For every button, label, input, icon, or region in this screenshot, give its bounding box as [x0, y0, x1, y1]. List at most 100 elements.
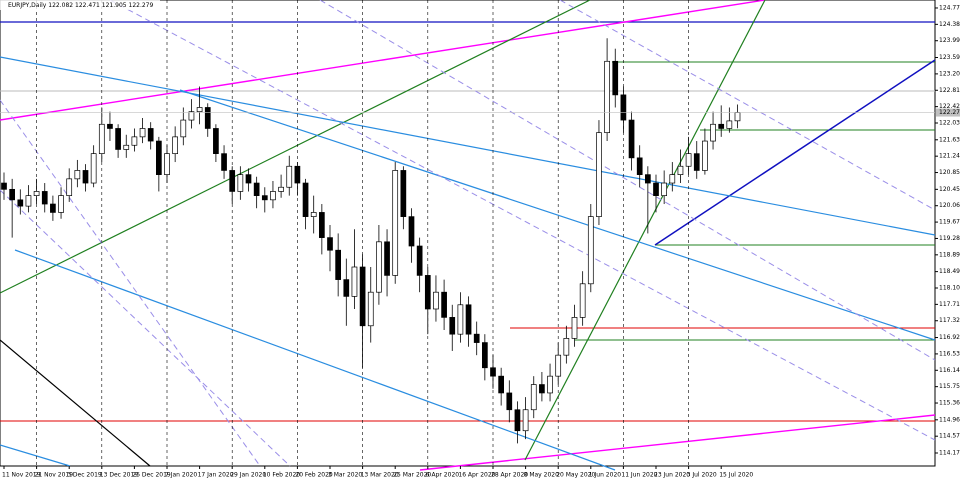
- candle-body: [221, 153, 227, 171]
- candle-body: [644, 174, 651, 184]
- y-tick-label: 121.240: [939, 153, 960, 160]
- x-tick-label: 13 Dec 2019: [100, 472, 139, 479]
- candle-body: [441, 291, 447, 318]
- candle-body: [204, 107, 211, 129]
- candle-body: [555, 354, 562, 377]
- close: 122.279: [129, 2, 154, 9]
- dashed-channel: [0, 189, 291, 467]
- candle-body: [367, 291, 374, 327]
- candle-body: [172, 136, 178, 155]
- y-tick-label: 123.200: [939, 70, 960, 77]
- x-tick-label: 21 Nov 2019: [35, 472, 74, 479]
- candle-body: [702, 140, 708, 171]
- candle-body: [335, 249, 341, 280]
- candle-body: [180, 119, 187, 138]
- candle-body: [596, 132, 602, 217]
- candle-body: [164, 153, 170, 175]
- candle-body: [604, 60, 610, 134]
- title-bg: [0, 0, 160, 10]
- y-tick-label: 118.100: [939, 284, 960, 291]
- x-tick-label: 3 Mar 2020: [328, 472, 362, 479]
- candle-body: [294, 165, 301, 184]
- candle-body: [653, 182, 659, 196]
- candle-body: [433, 291, 439, 310]
- y-tick-label: 117.320: [939, 317, 960, 324]
- low: 121.905: [102, 2, 127, 9]
- candle-body: [661, 182, 668, 196]
- x-tick-label: 25 Dec 2019: [132, 472, 171, 479]
- candle-body: [384, 241, 390, 276]
- y-tick-label: 114.570: [939, 433, 960, 440]
- candle-body: [261, 195, 268, 201]
- candle-body: [522, 409, 529, 432]
- candle-body: [302, 182, 309, 217]
- trend-line: [0, 339, 151, 467]
- candle-body: [408, 216, 415, 247]
- candle-body: [270, 191, 276, 201]
- candle-body: [457, 304, 464, 335]
- y-tick-label: 117.710: [939, 301, 960, 308]
- open: 122.082: [48, 2, 73, 9]
- candle-body: [147, 128, 154, 142]
- candle-body: [571, 317, 578, 339]
- candle-body: [253, 182, 260, 196]
- trend-line: [0, 0, 591, 294]
- x-tick-label: 20 Feb 2020: [295, 472, 333, 479]
- candle-body: [628, 119, 635, 159]
- candle-body: [33, 191, 40, 196]
- candle-body: [82, 170, 89, 184]
- y-tick-label: 116.140: [939, 367, 960, 374]
- price-tag: [936, 108, 960, 117]
- candle-body: [579, 283, 586, 318]
- y-tick-label: 119.280: [939, 235, 960, 242]
- candle-body: [98, 123, 105, 155]
- candle-body: [343, 279, 350, 297]
- candle-body: [677, 165, 684, 175]
- candle-body: [400, 170, 407, 217]
- x-tick-label: 3 Jul 2020: [687, 472, 717, 479]
- y-tick-label: 122.420: [939, 103, 960, 110]
- candle-body: [58, 195, 64, 213]
- candle-body: [107, 123, 113, 129]
- plot-area: [0, 0, 936, 467]
- candle-body: [123, 144, 130, 150]
- x-tick-label: 7 Jan 2020: [165, 472, 197, 479]
- x-tick-label: 1 Jun 2020: [589, 472, 621, 479]
- candle-body: [286, 165, 293, 188]
- y-tick-label: 118.890: [939, 251, 960, 258]
- candle-body: [327, 237, 333, 251]
- candle-body: [156, 140, 162, 175]
- candle-body: [416, 245, 423, 276]
- y-tick-label: 115.360: [939, 400, 960, 407]
- dashed-channel: [559, 0, 936, 211]
- candle-body: [278, 186, 284, 192]
- trend-line: [419, 414, 936, 471]
- candle-body: [612, 60, 619, 96]
- candle-body: [482, 342, 488, 369]
- y-tick-label: 120.450: [939, 186, 960, 193]
- candle-body: [196, 107, 203, 113]
- candle-body: [41, 191, 48, 205]
- candle-body: [530, 384, 537, 411]
- y-tick-label: 115.750: [939, 383, 960, 390]
- dashed-channel: [109, 0, 936, 441]
- candle-body: [636, 157, 643, 175]
- candle-body: [359, 266, 366, 327]
- y-tick-label: 124.380: [939, 21, 960, 28]
- candle-body: [685, 153, 692, 167]
- x-tick-label: 10 Feb 2020: [263, 472, 301, 479]
- candle-body: [449, 317, 456, 335]
- x-tick-label: 11 Jun 2020: [621, 472, 657, 479]
- channel-line: [0, 56, 936, 236]
- channel-line: [179, 89, 936, 341]
- y-tick-label: 123.590: [939, 54, 960, 61]
- candle-body: [490, 367, 496, 377]
- y-tick-label: 124.770: [939, 4, 960, 11]
- y-tick-label: 122.030: [939, 120, 960, 127]
- candle-body: [424, 275, 431, 310]
- candle-body: [498, 375, 504, 394]
- drawings: [0, 0, 936, 471]
- candle-body: [734, 112, 741, 122]
- candle-body: [563, 338, 570, 356]
